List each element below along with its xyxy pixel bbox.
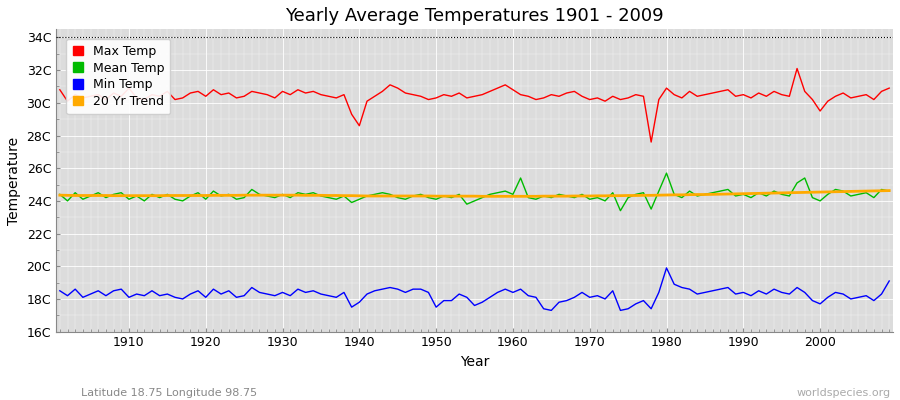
Mean Temp — [615, 208, 626, 213]
Mean Temp — [331, 197, 342, 202]
Line: 20 Yr Trend: 20 Yr Trend — [59, 190, 889, 196]
Mean Temp — [508, 192, 518, 197]
Title: Yearly Average Temperatures 1901 - 2009: Yearly Average Temperatures 1901 - 2009 — [285, 7, 664, 25]
Max Temp — [284, 92, 295, 97]
Mean Temp — [884, 189, 895, 194]
20 Yr Trend — [54, 193, 65, 198]
Max Temp — [500, 82, 510, 87]
Legend: Max Temp, Mean Temp, Min Temp, 20 Yr Trend: Max Temp, Mean Temp, Min Temp, 20 Yr Tre… — [67, 38, 170, 114]
Max Temp — [646, 140, 657, 144]
Max Temp — [599, 99, 610, 104]
Mean Temp — [116, 190, 127, 195]
Min Temp — [500, 287, 510, 292]
Min Temp — [331, 295, 342, 300]
Mean Temp — [500, 189, 510, 194]
Text: worldspecies.org: worldspecies.org — [796, 388, 891, 398]
20 Yr Trend — [884, 188, 895, 193]
Min Temp — [508, 290, 518, 295]
Min Temp — [116, 287, 127, 292]
Min Temp — [662, 266, 672, 270]
Min Temp — [284, 293, 295, 298]
Max Temp — [792, 66, 803, 71]
Min Temp — [54, 288, 65, 293]
Max Temp — [54, 87, 65, 92]
20 Yr Trend — [515, 194, 526, 199]
Mean Temp — [284, 195, 295, 200]
Text: Latitude 18.75 Longitude 98.75: Latitude 18.75 Longitude 98.75 — [81, 388, 257, 398]
20 Yr Trend — [508, 194, 518, 199]
X-axis label: Year: Year — [460, 355, 490, 369]
Min Temp — [608, 288, 618, 293]
Max Temp — [331, 96, 342, 100]
20 Yr Trend — [331, 193, 342, 198]
Mean Temp — [662, 171, 672, 176]
Line: Max Temp: Max Temp — [59, 68, 889, 142]
Max Temp — [116, 94, 127, 99]
20 Yr Trend — [284, 193, 295, 198]
Max Temp — [884, 86, 895, 90]
20 Yr Trend — [116, 193, 127, 198]
20 Yr Trend — [608, 193, 618, 198]
Max Temp — [508, 87, 518, 92]
Min Temp — [546, 308, 557, 313]
Mean Temp — [599, 198, 610, 203]
Y-axis label: Temperature: Temperature — [7, 136, 21, 224]
Min Temp — [884, 278, 895, 283]
Line: Mean Temp: Mean Temp — [59, 173, 889, 211]
Line: Min Temp: Min Temp — [59, 268, 889, 310]
Mean Temp — [54, 192, 65, 197]
20 Yr Trend — [477, 194, 488, 199]
